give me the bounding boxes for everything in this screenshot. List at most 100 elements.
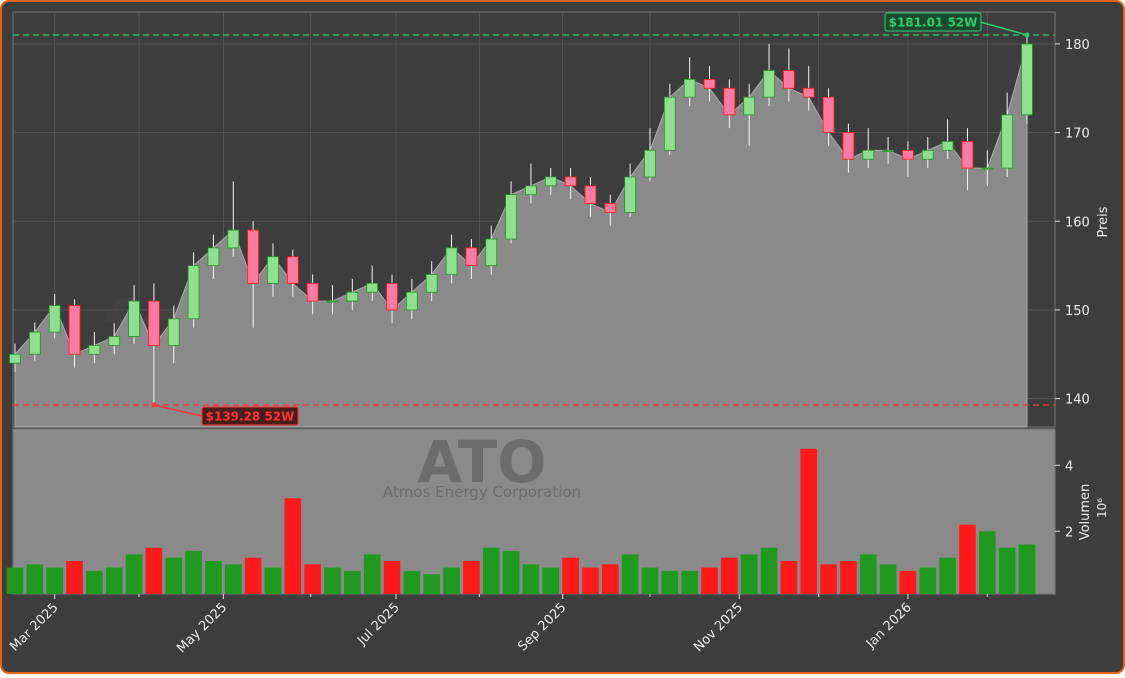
volume-bar	[224, 564, 242, 594]
y-tick-label: 160	[1065, 215, 1090, 230]
y2-axis-label: Volumen	[1078, 484, 1093, 541]
volume-bar	[26, 564, 44, 594]
candle-body	[505, 194, 517, 240]
candle-body	[425, 274, 438, 293]
symbol-watermark: ATO	[417, 428, 546, 496]
candle-body	[286, 256, 299, 284]
volume-bar	[6, 567, 24, 594]
volume-bar	[423, 574, 441, 594]
candle-body	[981, 167, 994, 170]
volume-bar	[304, 564, 321, 594]
volume-bar	[86, 570, 103, 594]
volume-bar	[998, 547, 1016, 594]
candle-body	[584, 185, 597, 204]
annotation-arrow	[979, 21, 1028, 36]
volume-bar	[145, 547, 163, 594]
volume-bar	[820, 564, 837, 594]
candle-body	[663, 96, 676, 151]
volume-bar	[205, 561, 222, 594]
candle-body	[267, 256, 279, 284]
volume-bar	[701, 567, 718, 594]
volume-bar	[840, 561, 857, 594]
volume-bar	[899, 570, 917, 594]
annotation-arrowhead	[1024, 32, 1030, 38]
candle-body	[9, 353, 21, 364]
candle-body	[108, 336, 121, 346]
volume-bar	[443, 567, 460, 594]
candle-body	[445, 247, 458, 275]
volume-bar	[46, 567, 64, 594]
candle-body	[842, 132, 855, 160]
volume-bar	[1018, 544, 1036, 594]
candle-body	[68, 305, 81, 355]
volume-bar	[562, 557, 579, 594]
volume-bar	[800, 448, 818, 594]
y2-tick-label: 4	[1065, 459, 1073, 474]
candle-body	[247, 229, 259, 284]
volume-bar	[939, 557, 956, 594]
annotation-arrow	[153, 404, 203, 417]
candle-body	[604, 203, 617, 213]
volume-bar	[244, 557, 262, 594]
volume-bar	[185, 551, 202, 594]
candle-body	[1001, 114, 1014, 169]
volume-bar	[66, 561, 83, 594]
volume-bar	[760, 547, 778, 594]
candle-body	[544, 176, 557, 187]
volume-bar	[363, 554, 381, 594]
volume-bar	[978, 531, 996, 594]
y-tick-label: 150	[1065, 304, 1090, 319]
volume-bar	[959, 524, 976, 594]
candle-body	[683, 78, 696, 98]
candle-body	[465, 247, 478, 267]
candle-body	[703, 78, 716, 89]
volume-bar	[919, 567, 937, 594]
y-tick-label: 180	[1065, 38, 1090, 53]
company-watermark: Atmos Energy Corporation	[383, 483, 581, 501]
candle-body	[882, 149, 894, 152]
candle-body	[624, 176, 636, 213]
candle-body	[723, 87, 736, 116]
candle-body	[564, 176, 577, 187]
candle-body	[902, 149, 914, 160]
volume-bar	[601, 564, 619, 594]
candle-body	[961, 141, 974, 169]
y-tick-label: 170	[1065, 127, 1090, 142]
volume-bar	[502, 551, 520, 594]
volume-bar	[879, 564, 897, 594]
volume-bar	[661, 570, 679, 594]
annotation-box	[201, 406, 299, 426]
volume-bar	[324, 567, 341, 594]
volume-bar	[343, 570, 361, 594]
candle-body	[386, 282, 398, 311]
volume-bar	[681, 570, 699, 594]
candle-body	[644, 149, 656, 178]
candle-body	[525, 185, 537, 196]
candle-body	[862, 149, 875, 160]
candle-body	[346, 291, 359, 302]
volume-bar	[621, 554, 639, 594]
volume-bar	[522, 564, 540, 594]
candle-body	[941, 141, 954, 151]
y2-scale-label: 10⁶	[1095, 498, 1109, 518]
volume-bar	[105, 567, 123, 594]
annotation-label: $181.01 52W	[889, 16, 978, 30]
y2-tick-label: 2	[1065, 525, 1073, 540]
candle-body	[743, 96, 756, 116]
candle-body	[306, 282, 319, 302]
candle-body	[822, 96, 835, 133]
y-tick-label: 140	[1065, 393, 1090, 408]
candle-body	[128, 300, 140, 337]
candle-body	[207, 247, 220, 267]
volume-bar	[165, 557, 183, 594]
volume-bar	[383, 561, 401, 594]
candle-body	[406, 291, 418, 311]
candle-body	[187, 265, 200, 320]
candle-body	[366, 282, 379, 293]
volume-bar	[859, 554, 877, 594]
candle-body	[802, 87, 815, 98]
volume-bar	[403, 570, 421, 594]
y-axis-label: Preis	[1096, 206, 1111, 237]
